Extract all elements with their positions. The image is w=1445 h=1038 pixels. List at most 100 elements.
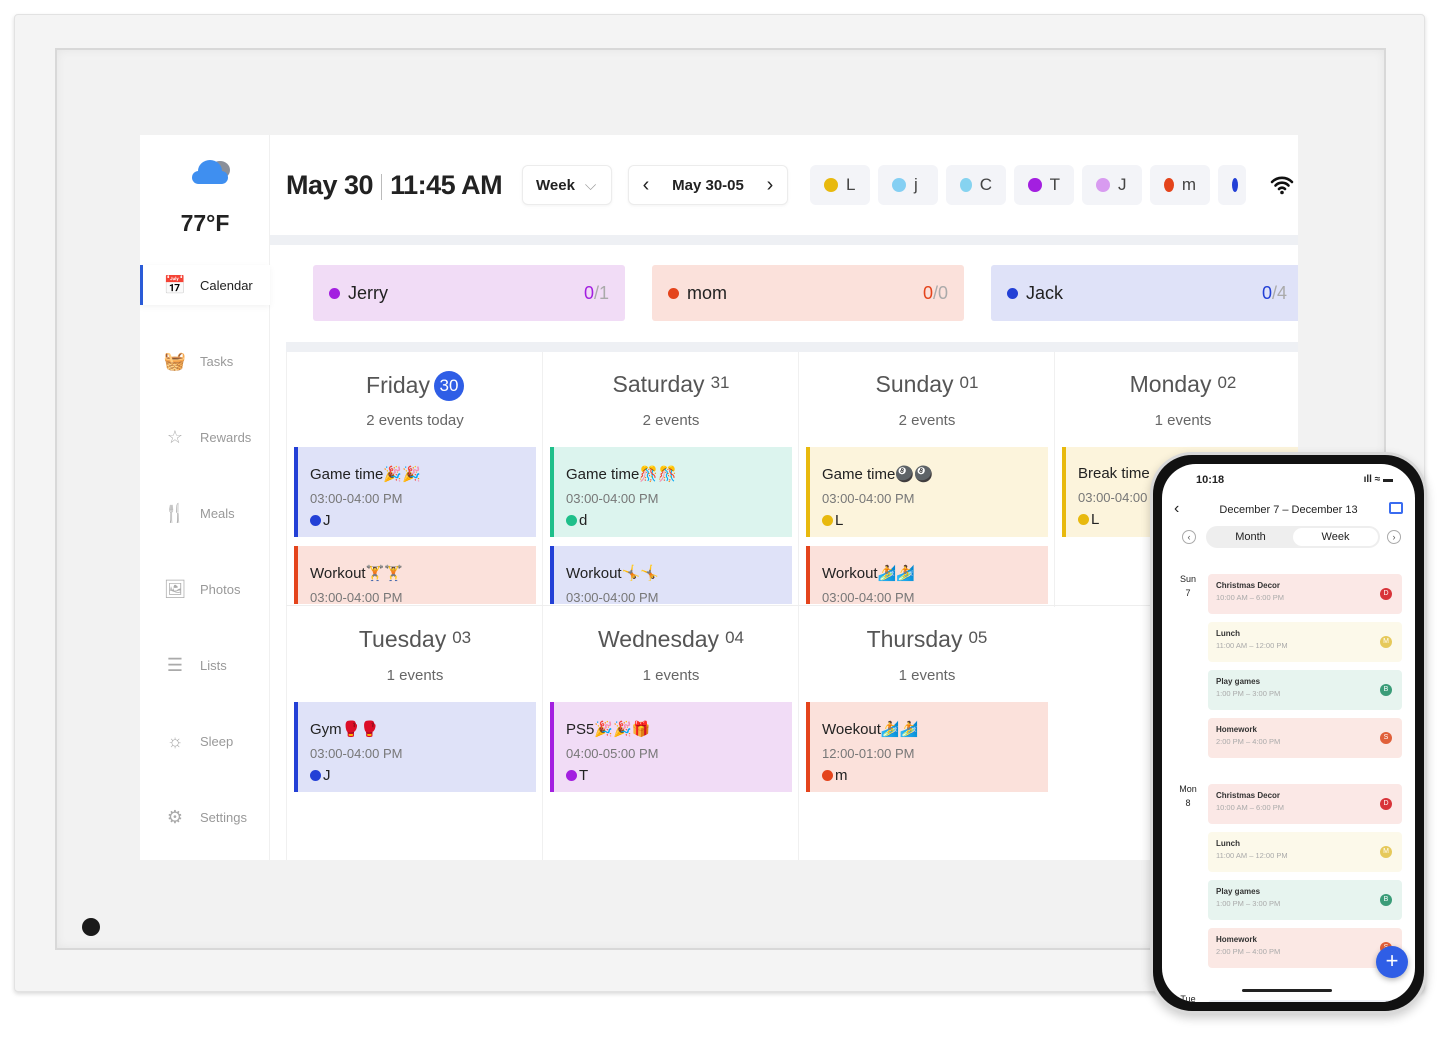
- day-event-count: 2 events: [898, 412, 956, 429]
- member-filter-chip[interactable]: J: [1082, 165, 1142, 205]
- phone-day-label: Tue: [1180, 994, 1196, 1002]
- event-time: 12:00-01:00 PM: [822, 746, 915, 761]
- phone-event-time: 2:00 PM – 4:00 PM: [1216, 737, 1281, 746]
- event-card[interactable]: PS5🎉🎉🎁 04:00-05:00 PM T: [550, 702, 792, 792]
- photos-icon: 🖼: [163, 578, 187, 599]
- phone-event-card[interactable]: Lunch 11:00 AM – 12:00 PM M: [1208, 832, 1402, 872]
- chevron-down-icon: ⌵: [584, 176, 597, 194]
- phone-event-card[interactable]: Play games 1:00 PM – 3:00 PM B: [1208, 880, 1402, 920]
- date-range-nav: ‹ May 30-05 ›: [628, 165, 788, 205]
- sidebar-item-meals[interactable]: 🍴 Meals: [140, 493, 270, 533]
- add-event-button[interactable]: +: [1376, 946, 1408, 978]
- event-time: 03:00-04:00 PM: [310, 491, 403, 506]
- day-column-sunday: Sunday 01 2 events Game time🎱🎱 03:00-04:0…: [798, 352, 1054, 607]
- back-icon[interactable]: ‹: [1174, 500, 1180, 517]
- sidebar-item-photos[interactable]: 🖼 Photos: [140, 569, 270, 609]
- phone-day-label: Sun 7: [1179, 574, 1196, 598]
- sidebar-item-sleep[interactable]: ☼ Sleep: [140, 721, 270, 761]
- day-name: Friday: [366, 372, 430, 398]
- day-event-count: 1 events: [898, 667, 956, 684]
- event-card[interactable]: Gym🥊🥊 03:00-04:00 PM J: [294, 702, 536, 792]
- phone-event-time: 10:00 AM – 6:00 PM: [1216, 803, 1284, 812]
- phone-empty-day: [1208, 1000, 1402, 1002]
- member-filter-chip[interactable]: [1218, 165, 1246, 205]
- sidebar-item-calendar[interactable]: 📅 Calendar: [140, 265, 270, 305]
- event-card[interactable]: Workout🏋🏋 03:00-04:00 PM: [294, 546, 536, 604]
- event-assignee: L: [822, 512, 1048, 529]
- day-header: Thursday 05: [799, 626, 1055, 653]
- phone-event-card[interactable]: Christmas Decor 10:00 AM – 6:00 PM D: [1208, 574, 1402, 614]
- day-column-wednesday: Wednesday 04 1 events PS5🎉🎉🎁 04:00-05:00 …: [542, 607, 798, 860]
- profile-card-jack[interactable]: Jack 0/4: [991, 265, 1298, 321]
- phone-event-time: 2:00 PM – 4:00 PM: [1216, 947, 1281, 956]
- day-name: Thursday: [866, 626, 963, 652]
- member-color-dot: [824, 178, 838, 192]
- profile-color-dot: [1007, 287, 1018, 299]
- calendar-icon[interactable]: [1389, 502, 1403, 514]
- day-number: 01: [959, 373, 979, 392]
- event-card[interactable]: Game time🎊🎊 03:00-04:00 PM d: [550, 447, 792, 537]
- day-header: Monday 02: [1055, 371, 1298, 398]
- calendar-app: 77°F 📅 Calendar 🧺 Tasks ☆ Rewards 🍴 Meals 🖼 Photo…: [140, 135, 1298, 860]
- phone-event-name: Homework: [1216, 935, 1257, 944]
- view-toggle: Month Week: [1206, 526, 1380, 548]
- sidebar-item-rewards[interactable]: ☆ Rewards: [140, 417, 270, 457]
- profile-card-mom[interactable]: mom 0/0: [652, 265, 964, 321]
- signal-battery-icon: ıll ≈ ▬: [1363, 474, 1393, 485]
- member-initial: T: [1049, 175, 1060, 194]
- event-time: 03:00-04:00 PM: [822, 590, 915, 604]
- profile-card-jerry[interactable]: Jerry 0/1: [313, 265, 625, 321]
- assignee-badge: S: [1380, 732, 1392, 744]
- phone-day-label: Mon 8: [1179, 784, 1197, 808]
- prev-icon[interactable]: ‹: [1182, 530, 1196, 544]
- day-header: Sunday 01: [799, 371, 1055, 398]
- sidebar-item-tasks[interactable]: 🧺 Tasks: [140, 341, 270, 381]
- next-week-button[interactable]: ›: [766, 173, 774, 196]
- sidebar-item-lists[interactable]: ☰ Lists: [140, 645, 270, 685]
- tab-week[interactable]: Week: [1293, 528, 1378, 546]
- event-title: Game time🎊🎊: [566, 466, 677, 483]
- tab-month[interactable]: Month: [1235, 531, 1266, 543]
- day-number: 02: [1217, 373, 1237, 392]
- member-filter-chip[interactable]: L: [810, 165, 870, 205]
- profile-name: Jack: [1026, 282, 1064, 303]
- event-card[interactable]: Woekout🏄🏄 12:00-01:00 PM m: [806, 702, 1048, 792]
- member-filter-chip[interactable]: m: [1150, 165, 1210, 205]
- next-icon[interactable]: ›: [1387, 530, 1401, 544]
- phone-event-card[interactable]: Christmas Decor 10:00 AM – 6:00 PM D: [1208, 784, 1402, 824]
- phone-event-card[interactable]: Lunch 11:00 AM – 12:00 PM M: [1208, 622, 1402, 662]
- event-title: Break time: [1078, 465, 1150, 482]
- assignee-badge: B: [1380, 894, 1392, 906]
- member-initial: j: [914, 175, 918, 194]
- member-filter-chip[interactable]: C: [946, 165, 1006, 205]
- day-name: Monday: [1129, 371, 1212, 397]
- view-selector[interactable]: Week ⌵: [522, 165, 612, 205]
- day-column-saturday: Saturday 31 2 events Game time🎊🎊 03:00-04…: [542, 352, 798, 607]
- sidebar-item-label: Settings: [200, 809, 247, 825]
- event-card[interactable]: Workout🤸🤸 03:00-04:00 PM: [550, 546, 792, 604]
- prev-week-button[interactable]: ‹: [642, 173, 650, 196]
- sidebar-item-settings[interactable]: ⚙ Settings: [140, 797, 270, 837]
- event-title: Woekout🏄🏄: [822, 721, 919, 738]
- day-event-count: 1 events: [642, 667, 700, 684]
- event-card[interactable]: Game time🎉🎉 03:00-04:00 PM J: [294, 447, 536, 537]
- event-card[interactable]: Workout🏄🏄 03:00-04:00 PM: [806, 546, 1048, 604]
- member-color-dot: [892, 178, 906, 192]
- task-progress: 0/4: [1261, 282, 1287, 303]
- member-filter-chip[interactable]: T: [1014, 165, 1074, 205]
- sun-icon: ☼: [166, 730, 184, 751]
- phone-event-card[interactable]: Play games 1:00 PM – 3:00 PM B: [1208, 670, 1402, 710]
- temperature: 77°F: [180, 210, 230, 236]
- sidebar-item-label: Calendar: [200, 277, 253, 293]
- calendar-icon: 📅: [163, 274, 187, 295]
- phone-event-time: 1:00 PM – 3:00 PM: [1216, 689, 1281, 698]
- member-filter-chip[interactable]: j: [878, 165, 938, 205]
- member-initial: C: [979, 175, 992, 194]
- day-column-friday: Friday 30 2 events today Game time🎉🎉 03:0…: [286, 352, 542, 607]
- day-number: 05: [968, 628, 988, 647]
- event-card[interactable]: Game time🎱🎱 03:00-04:00 PM L: [806, 447, 1048, 537]
- day-event-count: 1 events: [386, 667, 444, 684]
